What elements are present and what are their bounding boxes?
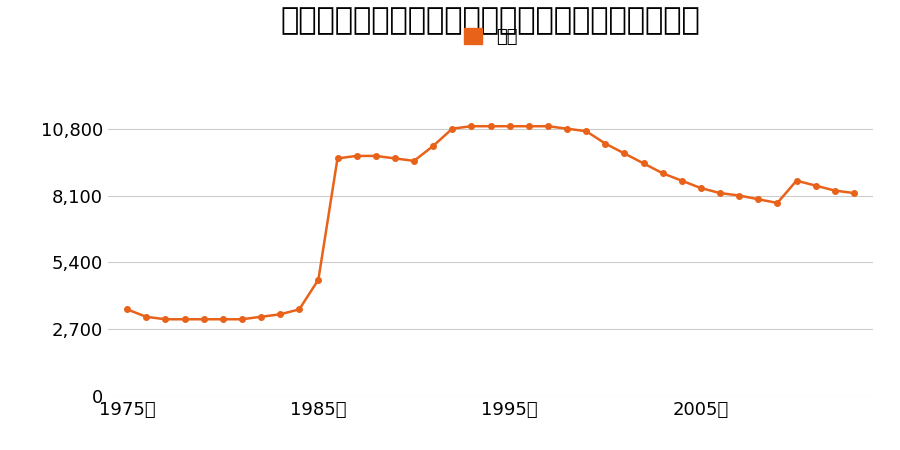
Title: 大分県別府市大字南立石字蔵人１１６番の地価推移: 大分県別府市大字南立石字蔵人１１６番の地価推移 <box>281 7 700 36</box>
Legend: 価格: 価格 <box>464 28 518 46</box>
